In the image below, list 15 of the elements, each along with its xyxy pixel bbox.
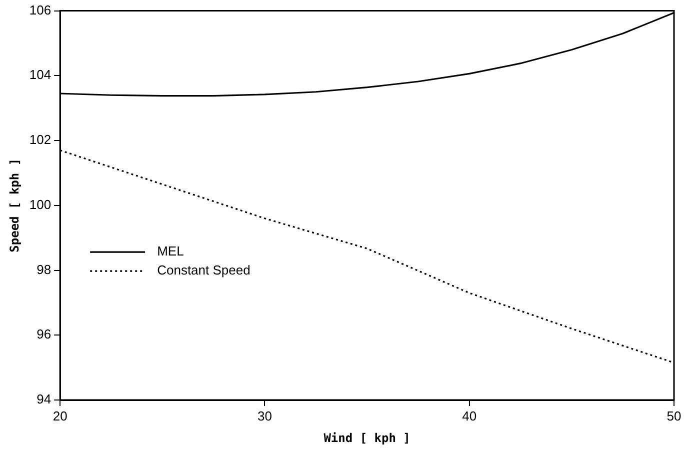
x-tick-label: 50 xyxy=(666,408,682,424)
legend-label: MEL xyxy=(157,244,184,259)
y-tick-label: 94 xyxy=(36,392,52,407)
x-tick-label: 30 xyxy=(257,408,272,424)
legend-label: Constant Speed xyxy=(157,262,250,278)
x-tick-label: 40 xyxy=(462,408,477,424)
x-tick-label: 20 xyxy=(52,408,68,424)
y-tick-label: 100 xyxy=(29,196,52,212)
x-axis-title: Wind [ kph ] xyxy=(324,430,410,445)
y-tick-label: 106 xyxy=(29,2,52,18)
y-tick-label: 98 xyxy=(36,262,52,277)
y-tick-label: 104 xyxy=(29,67,52,82)
y-axis-title: Speed [ kph ] xyxy=(7,158,22,252)
y-tick-label: 96 xyxy=(36,326,52,342)
y-tick-label: 102 xyxy=(29,132,52,148)
